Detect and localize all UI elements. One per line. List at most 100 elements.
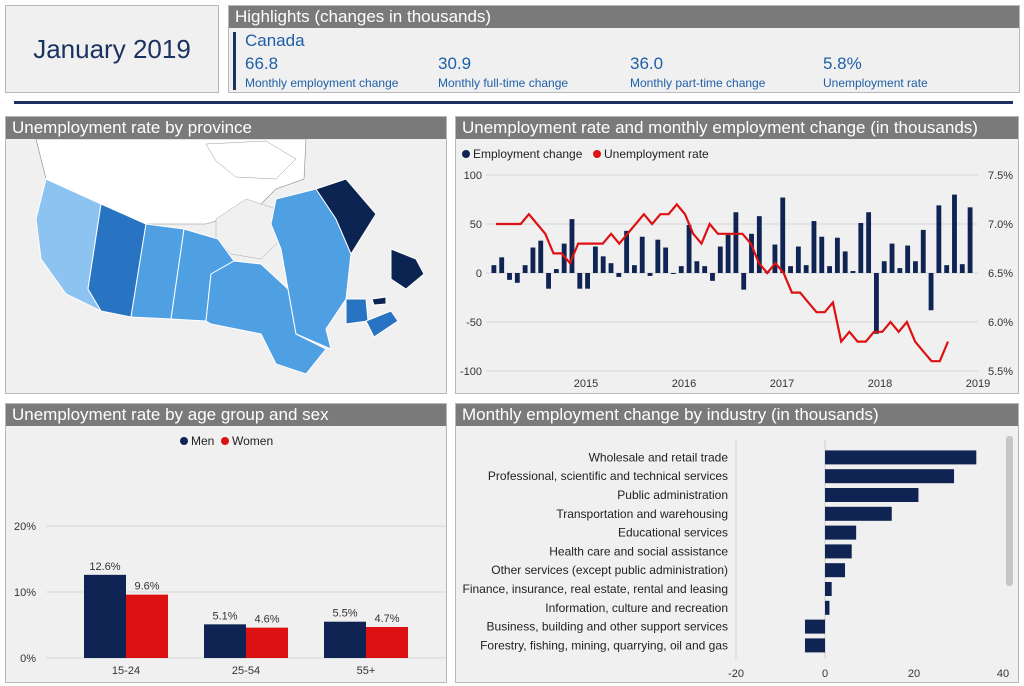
employment-change-bar bbox=[686, 224, 692, 273]
metric-unemployment-rate: 5.8% Unemployment rate bbox=[823, 54, 1013, 90]
employment-change-bar bbox=[577, 273, 583, 289]
industry-label: Wholesale and retail trade bbox=[589, 450, 729, 464]
age-sex-bar bbox=[366, 626, 408, 658]
employment-change-bar bbox=[569, 219, 575, 273]
employment-change-bar bbox=[538, 240, 544, 273]
employment-change-bar bbox=[655, 239, 661, 273]
map-province-on[interactable] bbox=[205, 260, 327, 375]
map-title: Unemployment rate by province bbox=[6, 117, 446, 139]
industry-bar bbox=[825, 600, 830, 615]
employment-change-bar bbox=[756, 216, 762, 273]
industry-bar bbox=[825, 582, 832, 596]
employment-change-bar bbox=[780, 197, 786, 273]
employment-change-bar bbox=[905, 245, 911, 273]
employment-change-bar bbox=[936, 205, 942, 273]
employment-change-bar bbox=[897, 268, 903, 273]
employment-change-bar bbox=[811, 221, 817, 273]
y-right-tick-label: 5.5% bbox=[988, 366, 1013, 378]
employment-change-bar bbox=[819, 236, 825, 273]
industry-label: Business, building and other support ser… bbox=[487, 620, 728, 634]
employment-change-bar bbox=[842, 251, 848, 273]
employment-change-bar bbox=[920, 229, 926, 273]
bar-value-label: 5.5% bbox=[332, 608, 357, 620]
metric-employment-change: 66.8 Monthly employment change bbox=[245, 54, 435, 90]
canada-map bbox=[35, 139, 425, 375]
industry-label: Educational services bbox=[618, 526, 728, 540]
metric-full-time-change: 30.9 Monthly full-time change bbox=[438, 54, 628, 90]
metric-value: 30.9 bbox=[438, 54, 472, 73]
map-province-ns[interactable] bbox=[365, 310, 399, 338]
y-right-tick-label: 7.5% bbox=[988, 170, 1013, 182]
employment-change-bar bbox=[928, 273, 934, 311]
y-left-tick-label: 100 bbox=[464, 170, 482, 182]
x-tick-label: 0 bbox=[822, 668, 828, 680]
unemployment-rate-line bbox=[496, 202, 950, 363]
employment-change-bar bbox=[913, 261, 918, 273]
employment-change-bar bbox=[499, 257, 505, 273]
employment-change-bar bbox=[858, 223, 864, 273]
trend-chart: Employment change Unemployment rate 100 50 0… bbox=[460, 147, 1013, 390]
trend-chart-panel: Unemployment rate and monthly employment… bbox=[455, 116, 1019, 394]
age-sex-bar bbox=[246, 627, 288, 658]
legend-men-marker bbox=[180, 437, 188, 445]
employment-change-bar bbox=[647, 273, 653, 276]
employment-change-bar bbox=[678, 266, 684, 273]
employment-change-bar bbox=[788, 266, 793, 273]
industry-bar bbox=[825, 544, 852, 559]
map-arctic-island bbox=[205, 140, 297, 180]
scrollbar-thumb[interactable] bbox=[1006, 436, 1013, 586]
age-sex-chart-title: Unemployment rate by age group and sex bbox=[6, 404, 446, 426]
industry-label: Information, culture and recreation bbox=[545, 601, 728, 615]
map-province-nl[interactable] bbox=[315, 178, 377, 256]
industry-chart-panel: Monthly employment change by industry (i… bbox=[455, 403, 1019, 683]
header-divider bbox=[14, 101, 1013, 104]
metric-label: Monthly part-time change bbox=[630, 76, 766, 90]
legend-women-marker bbox=[221, 437, 229, 445]
map-newfoundland-island[interactable] bbox=[390, 248, 425, 290]
employment-change-bar bbox=[491, 265, 497, 273]
y-right-tick-label: 6.0% bbox=[988, 317, 1013, 329]
employment-change-bar bbox=[717, 246, 723, 273]
employment-change-bar bbox=[546, 273, 551, 289]
category-label: 15-24 bbox=[112, 665, 140, 677]
metric-value: 36.0 bbox=[630, 54, 664, 73]
age-sex-chart: Men Women 20% 10% 0% 12.6% 9.6% 15-24 5.1% 4.6% 25… bbox=[14, 434, 446, 677]
x-tick-label: 20 bbox=[908, 668, 920, 680]
metric-value: 66.8 bbox=[245, 54, 279, 73]
bar-value-label: 12.6% bbox=[89, 561, 120, 573]
employment-change-bar bbox=[592, 246, 598, 273]
employment-change-bar bbox=[850, 271, 856, 273]
employment-change-bar bbox=[866, 212, 872, 273]
metric-value: 5.8% bbox=[823, 54, 862, 73]
province-map-panel: Unemployment rate by province bbox=[5, 116, 447, 394]
metric-label: Monthly full-time change bbox=[438, 76, 569, 90]
industry-bar bbox=[825, 563, 846, 578]
bar-value-label: 9.6% bbox=[134, 581, 159, 593]
x-tick-label: 2015 bbox=[574, 378, 598, 390]
map-province-pe[interactable] bbox=[371, 296, 387, 306]
industry-bar bbox=[825, 506, 892, 521]
employment-change-bar bbox=[663, 247, 669, 273]
x-tick-label: 2016 bbox=[672, 378, 696, 390]
map-province-nb[interactable] bbox=[345, 298, 369, 325]
map-province-ab[interactable] bbox=[87, 203, 147, 318]
employment-change-bar bbox=[710, 273, 715, 281]
y-left-tick-label: 0 bbox=[476, 268, 482, 280]
bar-value-label: 4.6% bbox=[254, 614, 279, 626]
highlights-accent-bar bbox=[233, 32, 236, 90]
y-tick-label: 20% bbox=[14, 521, 36, 533]
employment-change-bar bbox=[795, 246, 801, 273]
metric-part-time-change: 36.0 Monthly part-time change bbox=[630, 54, 820, 90]
employment-change-bar bbox=[725, 234, 731, 273]
industry-label: Professional, scientific and technical s… bbox=[488, 469, 728, 483]
industry-label: Forestry, fishing, mining, quarrying, oi… bbox=[480, 638, 728, 652]
y-right-tick-label: 6.5% bbox=[988, 268, 1013, 280]
employment-change-bar bbox=[522, 265, 528, 273]
employment-change-bar bbox=[959, 264, 965, 273]
x-tick-label: 2019 bbox=[966, 378, 990, 390]
employment-change-bar bbox=[608, 263, 614, 273]
trend-chart-title: Unemployment rate and monthly employment… bbox=[456, 117, 1018, 139]
employment-change-bar bbox=[749, 233, 754, 273]
employment-change-bar bbox=[967, 207, 973, 273]
country-label: Canada bbox=[245, 31, 305, 50]
